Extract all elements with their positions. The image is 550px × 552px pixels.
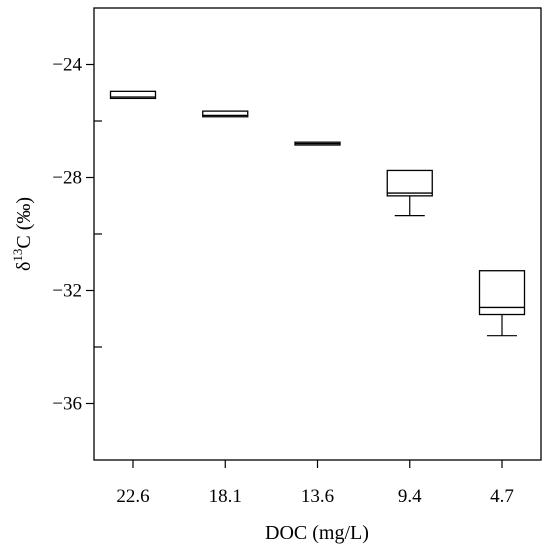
y-tick-label: −36 — [52, 394, 82, 415]
x-tick-label: 22.6 — [116, 486, 149, 507]
y-axis-title-prefix: δ — [13, 262, 35, 271]
x-tick-label: 9.4 — [398, 486, 422, 507]
box — [202, 110, 249, 118]
y-tick-label: −32 — [52, 281, 82, 302]
x-tick-label: 13.6 — [301, 486, 334, 507]
chart-marks: −24 −28 −32 −36 22.6 18.1 13.6 9.4 4.7 — [52, 55, 526, 507]
y-tick-label: −24 — [52, 55, 82, 76]
y-axis-title: δ13C (‰) — [10, 197, 35, 271]
y-tick-label: −28 — [52, 168, 82, 189]
x-axis-title: DOC (mg/L) — [265, 522, 369, 544]
x-tick-label: 18.1 — [209, 486, 242, 507]
x-tick-label: 4.7 — [490, 486, 514, 507]
box — [386, 169, 433, 197]
y-axis-title-suffix: C (‰) — [13, 197, 35, 249]
box — [109, 90, 157, 100]
y-axis-title-superscript: 13 — [10, 249, 25, 262]
plot-frame — [93, 7, 542, 461]
